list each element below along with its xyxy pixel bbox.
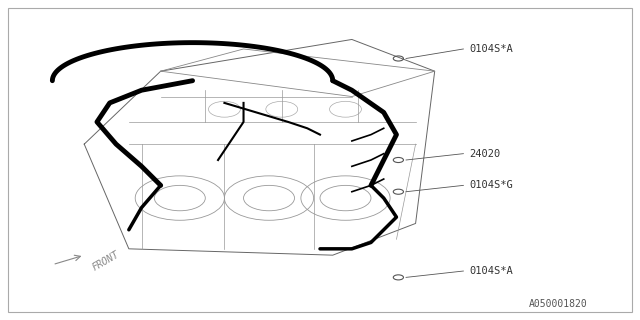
Text: 0104S*A: 0104S*A <box>470 44 513 54</box>
Text: FRONT: FRONT <box>91 250 121 273</box>
Text: 0104S*G: 0104S*G <box>470 180 513 190</box>
Text: 24020: 24020 <box>470 149 501 159</box>
Text: A050001820: A050001820 <box>529 299 588 309</box>
Text: 0104S*A: 0104S*A <box>470 266 513 276</box>
